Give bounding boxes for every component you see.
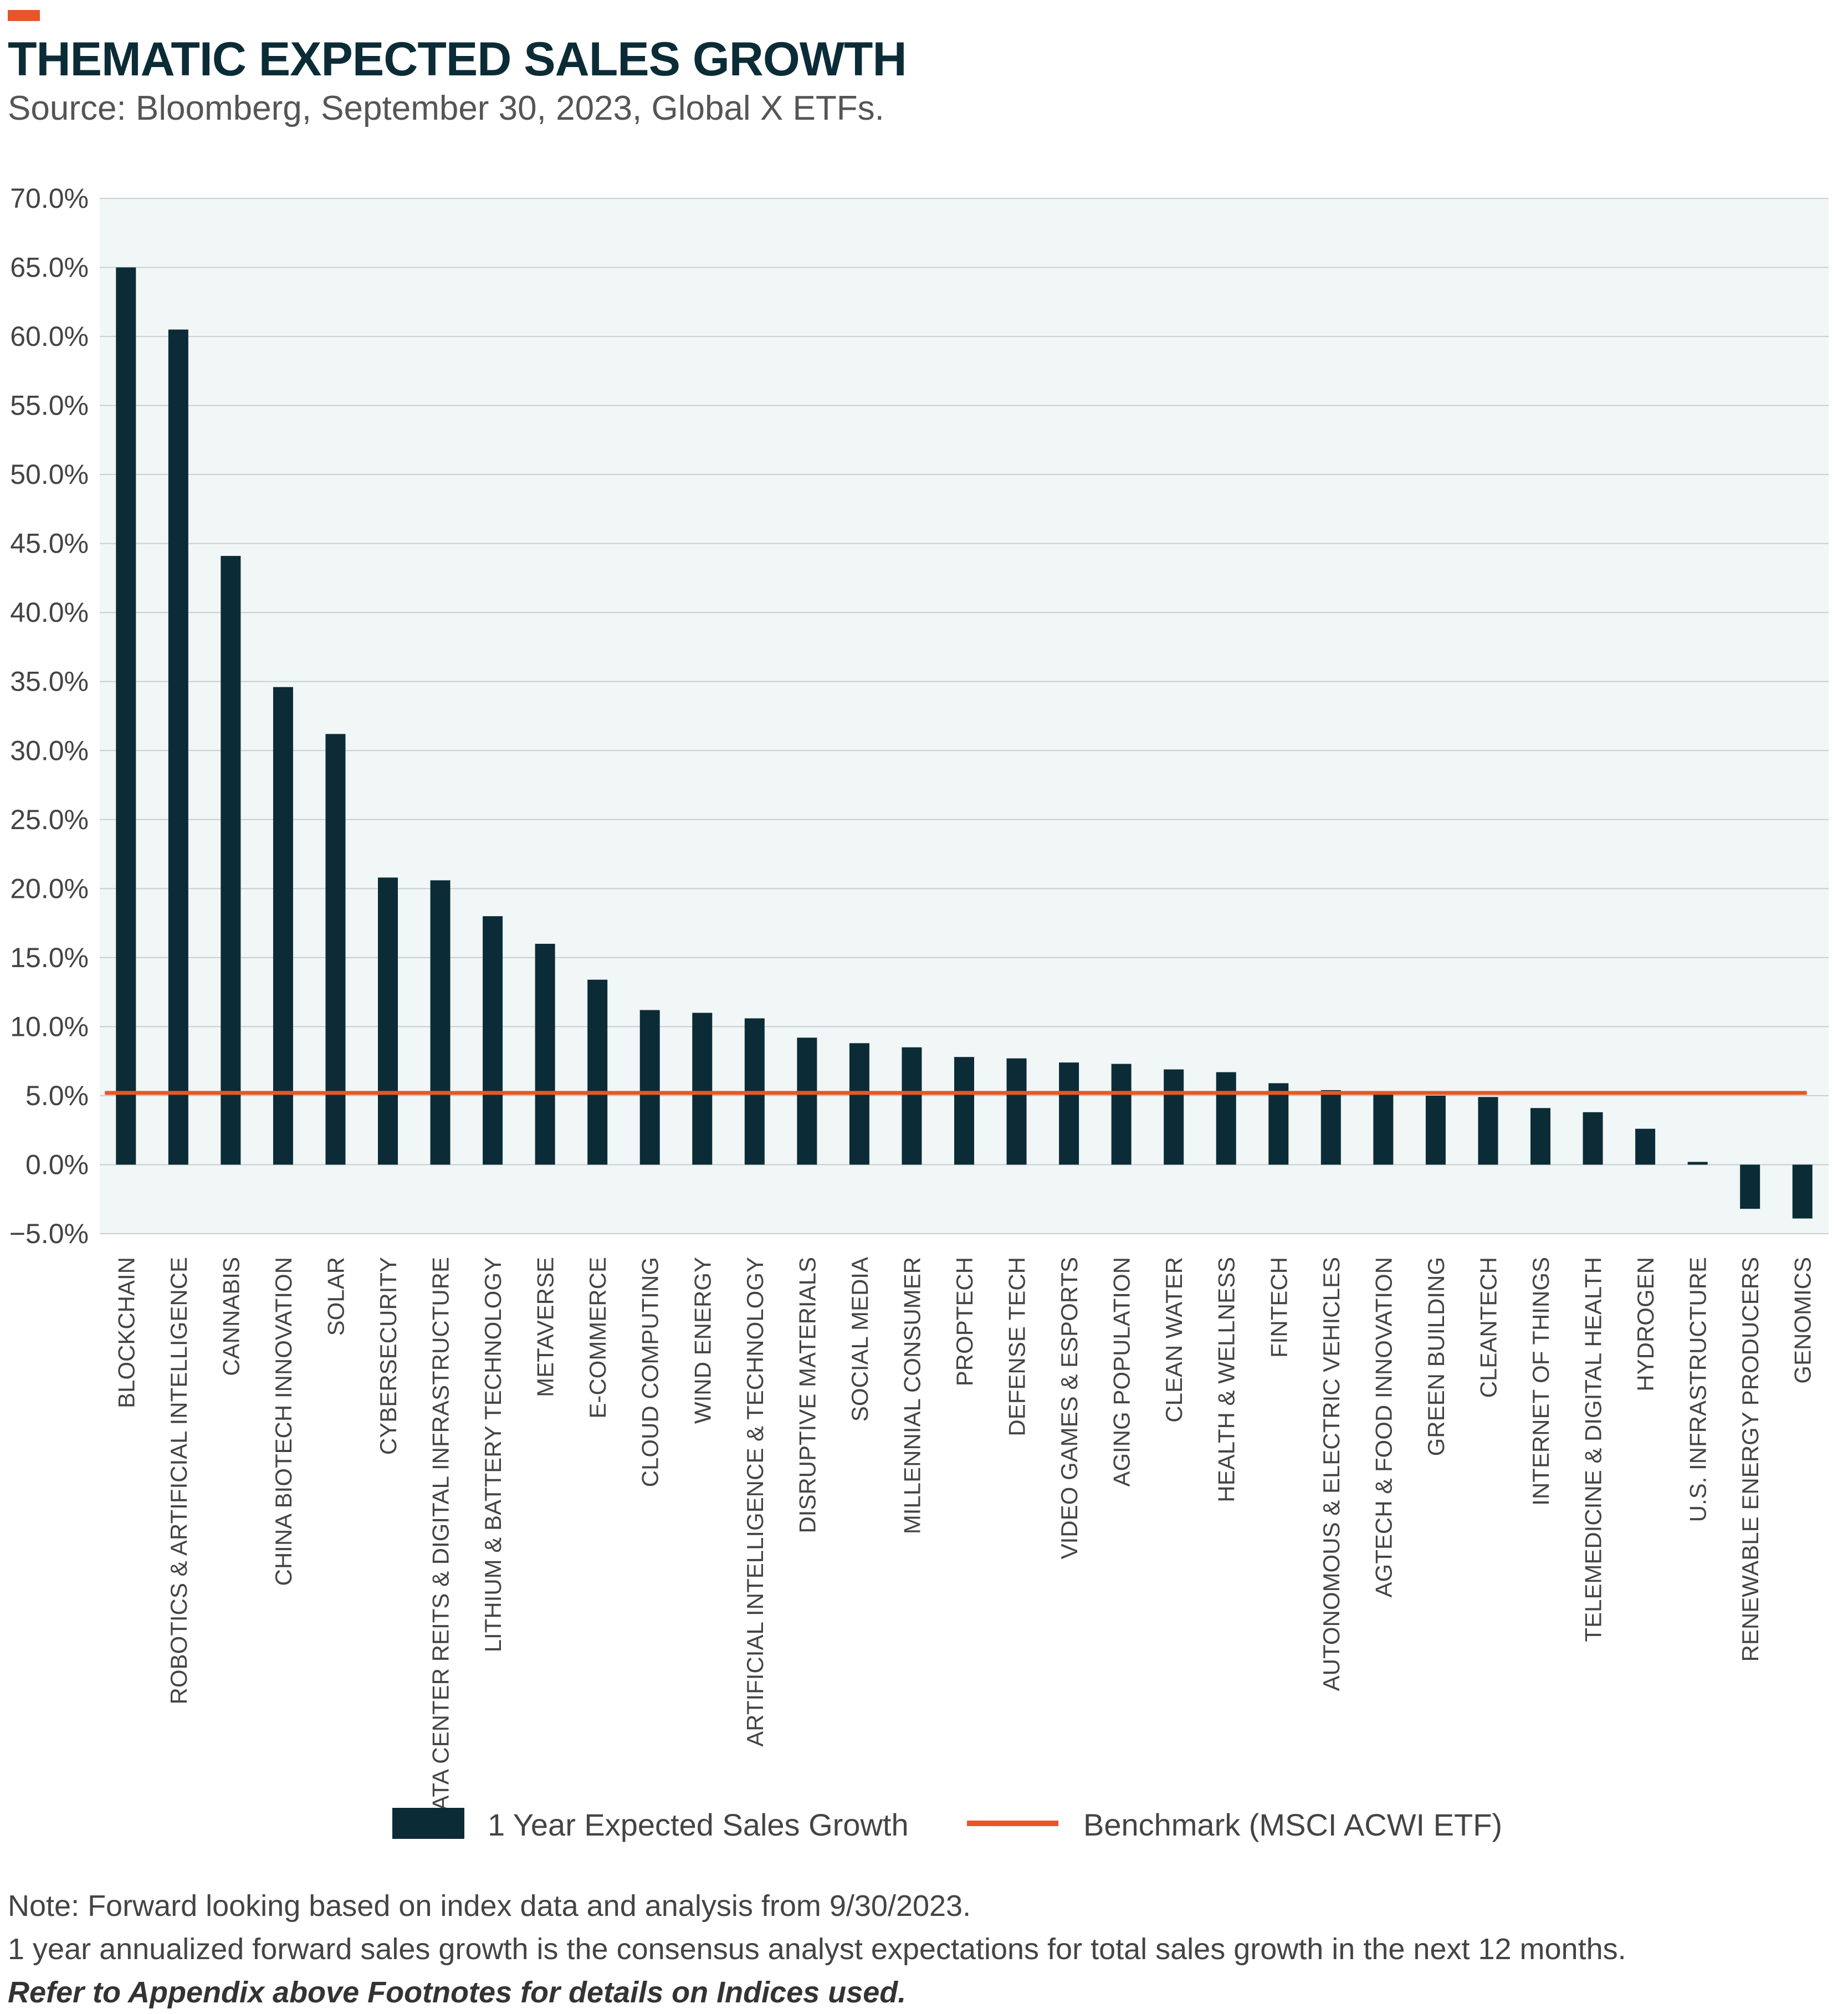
x-category-label: DEFENSE TECH <box>1004 1257 1030 1437</box>
bar <box>1530 1108 1550 1165</box>
bar <box>797 1037 817 1165</box>
x-category-label: U.S. INFRASTRUCTURE <box>1685 1257 1711 1522</box>
bar <box>1687 1162 1708 1165</box>
x-category-label: ARTIFICIAL INTELLIGENCE & TECHNOLOGY <box>742 1257 768 1747</box>
bar <box>1164 1069 1184 1165</box>
y-tick-label: 10.0% <box>10 1011 89 1042</box>
x-category-label: CLEAN WATER <box>1161 1257 1187 1423</box>
y-tick-label: 30.0% <box>10 735 89 766</box>
x-category-label: FINTECH <box>1266 1257 1292 1358</box>
bar <box>535 943 555 1165</box>
bar <box>1740 1164 1760 1209</box>
bar <box>273 687 293 1165</box>
x-category-label: BLOCKCHAIN <box>113 1257 139 1408</box>
y-tick-label: 50.0% <box>10 459 89 490</box>
x-category-label: MILLENNIAL CONSUMER <box>899 1257 925 1534</box>
y-tick-label: 5.0% <box>25 1080 89 1111</box>
x-category-label: SOCIAL MEDIA <box>847 1257 873 1422</box>
x-category-label: E-COMMERCE <box>585 1257 611 1419</box>
x-category-label: PROPTECH <box>951 1257 977 1386</box>
note-appendix: Refer to Appendix above Footnotes for de… <box>8 1976 907 2009</box>
bar <box>1478 1097 1498 1165</box>
x-category-label: CYBERSECURITY <box>375 1257 401 1455</box>
x-category-label: WIND ENERGY <box>689 1257 715 1424</box>
x-category-label: AGTECH & FOOD INNOVATION <box>1370 1257 1396 1597</box>
y-tick-label: 55.0% <box>10 390 89 421</box>
legend-benchmark-label: Benchmark (MSCI ACWI ETF) <box>1083 1807 1502 1842</box>
bar <box>587 979 608 1165</box>
x-category-label: GENOMICS <box>1790 1257 1816 1384</box>
x-category-label: AUTONOMOUS & ELECTRIC VEHICLES <box>1318 1257 1344 1691</box>
bar <box>325 734 346 1165</box>
legend-bar-swatch <box>392 1808 464 1839</box>
legend-bar-label: 1 Year Expected Sales Growth <box>488 1807 909 1842</box>
x-category-label: LITHIUM & BATTERY TECHNOLOGY <box>480 1257 506 1652</box>
bar <box>168 329 188 1165</box>
chart-source: Source: Bloomberg, September 30, 2023, G… <box>8 89 884 127</box>
note-definition: 1 year annualized forward sales growth i… <box>8 1933 1626 1966</box>
accent-bar <box>8 10 40 21</box>
x-category-label: CLEANTECH <box>1475 1257 1501 1398</box>
x-category-label: CANNABIS <box>218 1257 244 1376</box>
bar <box>1583 1112 1603 1165</box>
bar-chart: 70.0% 65.0% 60.0% 55.0% 50.0% 45.0% 40.0% 35.0%… <box>9 183 1829 1842</box>
x-category-label: DISRUPTIVE MATERIALS <box>794 1257 820 1533</box>
bar <box>902 1047 922 1165</box>
x-category-label: SOLAR <box>322 1257 349 1336</box>
legend-benchmark-swatch <box>967 1821 1058 1826</box>
x-category-label: HEALTH & WELLNESS <box>1214 1257 1240 1502</box>
y-tick-label: 60.0% <box>10 321 89 352</box>
y-tick-label: 15.0% <box>10 942 89 973</box>
x-category-label: TELEMEDICINE & DIGITAL HEALTH <box>1580 1257 1606 1642</box>
bar <box>1006 1058 1027 1165</box>
y-tick-label: −5.0% <box>9 1218 89 1249</box>
bar <box>1059 1062 1079 1165</box>
y-tick-label: 25.0% <box>10 804 89 835</box>
bar <box>954 1057 974 1165</box>
x-axis-category-labels: BLOCKCHAIN ROBOTICS & ARTIFICIAL INTELLIG… <box>113 1257 1815 1828</box>
note-forward-looking: Note: Forward looking based on index dat… <box>8 1889 971 1923</box>
x-category-label: GREEN BUILDING <box>1423 1257 1449 1456</box>
x-category-label: CHINA BIOTECH INNOVATION <box>270 1257 296 1586</box>
bar <box>1635 1128 1656 1165</box>
y-axis-tick-labels: 70.0% 65.0% 60.0% 55.0% 50.0% 45.0% 40.0% 35.0%… <box>9 183 89 1249</box>
bar <box>1373 1094 1394 1165</box>
y-tick-label: 0.0% <box>25 1149 89 1180</box>
bar <box>1268 1083 1289 1165</box>
bar <box>1425 1095 1446 1165</box>
bar <box>639 1010 660 1165</box>
x-category-label: AGING POPULATION <box>1109 1257 1135 1487</box>
x-category-label: HYDROGEN <box>1632 1257 1658 1392</box>
y-tick-label: 40.0% <box>10 597 89 628</box>
x-category-label: RENEWABLE ENERGY PRODUCERS <box>1737 1257 1763 1662</box>
x-category-label: DATA CENTER REITS & DIGITAL INFRASTRUCTU… <box>428 1257 454 1828</box>
y-tick-label: 65.0% <box>10 252 89 283</box>
y-tick-label: 35.0% <box>10 666 89 697</box>
x-category-label: CLOUD COMPUTING <box>637 1257 663 1487</box>
bar <box>692 1013 713 1165</box>
bar <box>116 267 136 1165</box>
bar <box>483 916 503 1165</box>
y-tick-label: 45.0% <box>10 528 89 559</box>
bar <box>378 877 398 1165</box>
bar <box>1792 1164 1813 1219</box>
legend: 1 Year Expected Sales Growth Benchmark (… <box>392 1807 1502 1842</box>
y-tick-label: 70.0% <box>10 183 89 214</box>
x-category-label: VIDEO GAMES & ESPORTS <box>1056 1257 1082 1559</box>
bar <box>1216 1072 1236 1165</box>
bar <box>849 1043 869 1165</box>
bar <box>1320 1090 1341 1165</box>
x-category-label: METAVERSE <box>533 1257 559 1397</box>
x-category-label: INTERNET OF THINGS <box>1528 1257 1554 1506</box>
bar <box>430 880 451 1165</box>
footnotes: Note: Forward looking based on index dat… <box>8 1884 1836 2014</box>
bar <box>1111 1064 1132 1165</box>
bars <box>116 267 1813 1219</box>
x-category-label: ROBOTICS & ARTIFICIAL INTELLIGENCE <box>166 1257 192 1705</box>
chart-title: THEMATIC EXPECTED SALES GROWTH <box>8 33 907 86</box>
bar <box>221 556 241 1165</box>
y-tick-label: 20.0% <box>10 873 89 904</box>
